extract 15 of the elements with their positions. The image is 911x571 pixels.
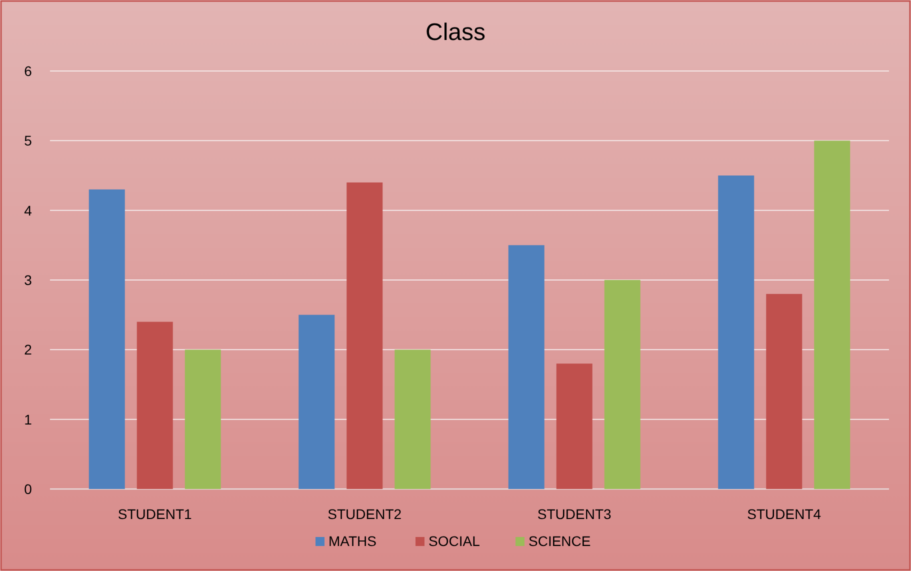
y-tick-label: 5: [24, 132, 32, 149]
x-tick-label: STUDENT1: [118, 506, 192, 522]
y-tick-label: 3: [24, 272, 32, 288]
y-tick-label: 4: [24, 202, 32, 218]
y-tick-label: 0: [24, 481, 32, 497]
y-tick-label: 2: [24, 342, 32, 358]
legend-label: SOCIAL: [428, 533, 480, 549]
legend-label: SCIENCE: [528, 533, 591, 549]
y-tick-label: 6: [24, 63, 32, 79]
x-tick-label: STUDENT3: [537, 506, 612, 522]
x-tick-label: STUDENT4: [747, 506, 822, 522]
y-tick-label: 1: [24, 411, 32, 428]
x-tick-label: STUDENT2: [328, 506, 402, 522]
chart-title: Class: [425, 19, 486, 46]
legend-label: MATHS: [328, 533, 376, 549]
